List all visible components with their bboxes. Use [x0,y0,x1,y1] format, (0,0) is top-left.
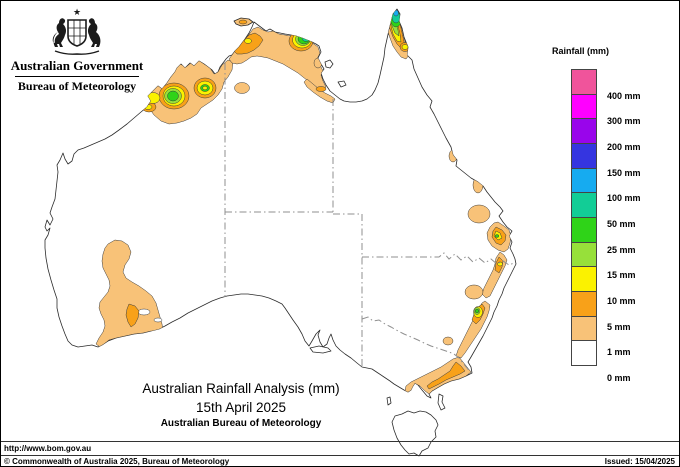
kangaroo-icon [52,18,67,47]
commonwealth-star-icon: ★ [73,7,81,17]
legend-color-bar [571,69,597,366]
mornington-island [337,80,347,88]
footer-divider-bottom [1,455,679,456]
legend-label: 300 mm [607,116,641,127]
state-borders [224,63,515,374]
legend-swatch [571,192,597,218]
legend-label: 25 mm [607,244,636,255]
kangaroo-island [309,345,332,354]
map-date: 15th April 2025 [195,400,287,415]
legend-label: 200 mm [607,142,641,152]
legend-swatch [571,266,597,292]
legend-label: 150 mm [607,167,641,178]
legend-label: 100 mm [607,193,641,204]
border-nsw-vic [361,316,472,374]
legend-label: 0 mm [607,373,631,384]
legend-label: 50 mm [607,219,636,230]
australian-coat-of-arms-icon: ★ [52,7,101,55]
legend-swatch [571,315,597,342]
flinders-island [437,393,446,411]
legend-label: 10 mm [607,296,636,307]
legend-swatch [571,340,597,366]
legend-label: 400 mm [607,90,641,101]
legend-label: 5 mm [607,321,631,332]
islands [233,17,446,457]
contour-band-100mm [393,9,399,17]
legend-swatch [571,290,597,317]
footer-copyright: © Commonwealth of Australia 2025, Bureau… [4,457,230,466]
shield-icon [67,19,87,47]
legend-swatch [571,167,597,194]
legend-title: Rainfall (mm) [552,46,610,56]
king-island [386,396,392,406]
contour-band-50mm [301,10,401,42]
logo-divider [15,76,139,77]
map-subtitle: Australian Bureau of Meteorology [160,418,322,429]
coat-of-arms-block: ★ Australian Government Bureau of Meteor… [7,5,147,94]
tasmania [391,410,439,457]
rainfall-contours [95,9,512,395]
logo-bureau-text: Bureau of Meteorology [17,79,137,93]
legend-label: 1 mm [607,347,631,358]
footer-divider-top [1,441,679,442]
legend-swatch [571,241,597,268]
groote-eylandt [324,59,334,69]
legend-label: 15 mm [607,270,636,281]
legend-swatch [571,142,597,169]
legend-swatch [571,93,597,120]
legend-swatch [571,216,597,243]
footer-url: http://www.bom.gov.au [4,444,92,453]
legend-swatch [571,69,597,95]
logo-government-text: Australian Government [10,58,144,73]
map-title: Australian Rainfall Analysis (mm) [142,381,340,396]
emu-icon [87,18,101,47]
legend-swatch [571,118,597,144]
footer-issued-date: Issued: 15/04/2025 [604,457,675,466]
